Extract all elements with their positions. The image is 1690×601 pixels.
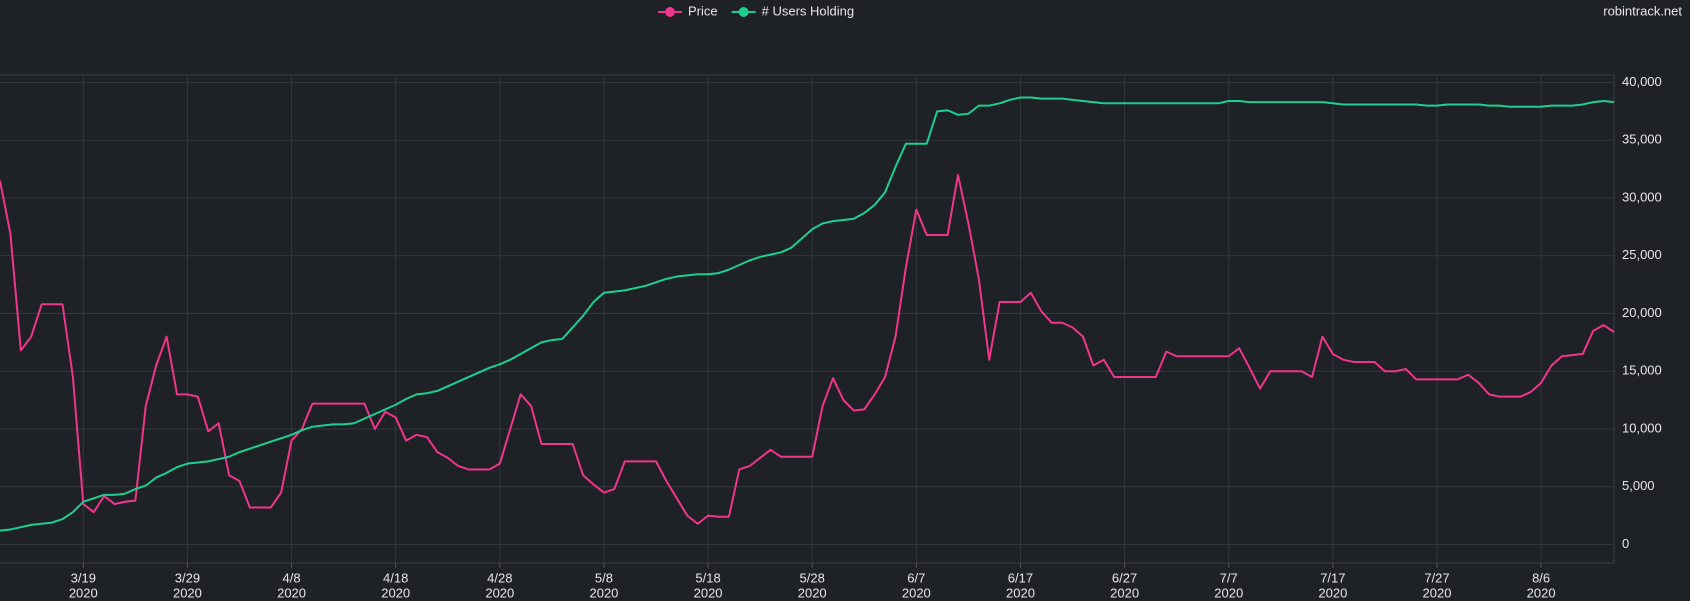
watermark: robintrack.net — [1603, 3, 1682, 18]
x-tick-label: 5/8 — [595, 570, 613, 585]
y-tick-label: 40,000 — [1622, 74, 1662, 89]
x-tick-label: 2020 — [798, 585, 827, 600]
legend-item: Price — [658, 3, 718, 18]
x-tick-label: 2020 — [694, 585, 723, 600]
y-tick-label: 25,000 — [1622, 247, 1662, 262]
legend-marker — [738, 7, 749, 17]
x-tick-label: 2020 — [485, 585, 514, 600]
series-line — [0, 96, 1615, 532]
y-tick-label: 20,000 — [1622, 305, 1662, 320]
x-tick-label: 4/28 — [487, 570, 512, 585]
x-tick-label: 5/28 — [800, 570, 825, 585]
x-tick-label: 4/8 — [283, 570, 301, 585]
x-tick-label: 7/17 — [1320, 570, 1345, 585]
x-tick-label: 8/6 — [1532, 570, 1550, 585]
legend-item: # Users Holding — [731, 3, 855, 18]
legend-label: Price — [688, 3, 718, 18]
y-tick-label: 15,000 — [1622, 363, 1662, 378]
y-tick-label: 10,000 — [1622, 420, 1662, 435]
x-tick-label: 2020 — [589, 585, 618, 600]
x-tick-label: 2020 — [1214, 585, 1243, 600]
legend-label: # Users Holding — [762, 3, 855, 18]
series-line — [0, 173, 1615, 525]
y-tick-label: 35,000 — [1622, 132, 1662, 147]
x-tick-label: 2020 — [277, 585, 306, 600]
x-tick-label: 3/19 — [71, 570, 96, 585]
x-tick-label: 5/18 — [695, 570, 720, 585]
x-tick-label: 6/7 — [907, 570, 925, 585]
legend-marker — [665, 7, 675, 17]
y-tick-label: 0 — [1622, 536, 1629, 551]
x-tick-label: 2020 — [1318, 585, 1347, 600]
x-tick-label: 3/29 — [175, 570, 200, 585]
x-tick-label: 4/18 — [383, 570, 408, 585]
y-tick-label: 30,000 — [1622, 189, 1662, 204]
x-tick-label: 2020 — [902, 585, 931, 600]
x-tick-label: 7/27 — [1424, 570, 1449, 585]
x-tick-label: 2020 — [173, 585, 202, 600]
x-tick-label: 6/17 — [1008, 570, 1033, 585]
x-tick-label: 2020 — [381, 585, 410, 600]
x-tick-label: 2020 — [1527, 585, 1556, 600]
x-tick-label: 2020 — [1110, 585, 1139, 600]
x-tick-label: 2020 — [1006, 585, 1035, 600]
x-tick-label: 6/27 — [1112, 570, 1137, 585]
x-tick-label: 7/7 — [1220, 570, 1238, 585]
y-tick-label: 5,000 — [1622, 478, 1655, 493]
x-tick-label: 2020 — [1423, 585, 1452, 600]
x-tick-label: 2020 — [69, 585, 98, 600]
